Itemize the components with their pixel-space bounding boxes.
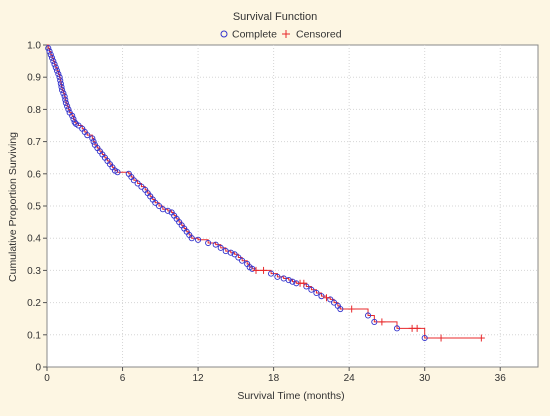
complete-point [75,122,82,129]
x-tick-label: 36 [495,373,507,384]
complete-point [327,296,334,303]
y-tick-label: 0.4 [27,234,41,245]
complete-point [47,51,54,58]
complete-point [71,119,78,126]
censored-point [348,305,356,313]
complete-point [134,180,141,187]
complete-point [48,54,56,61]
x-tick-label: 24 [344,373,356,384]
complete-point [58,83,65,90]
complete-point [60,90,67,97]
censored-point [260,266,268,274]
y-tick-label: 0.2 [27,298,41,309]
complete-point [55,70,62,78]
complete-point [274,273,281,280]
complete-point [371,318,378,325]
y-tick-label: 0 [35,363,41,374]
complete-point [90,138,97,145]
complete-point [70,116,77,123]
y-tick-label: 0.6 [27,169,41,180]
marker-layer [45,45,485,342]
complete-point [138,183,145,190]
y-tick-label: 1.0 [27,41,41,52]
complete-point [205,239,212,247]
complete-point [114,169,121,176]
x-tick-label: 0 [44,373,50,384]
censored-point [252,266,260,274]
x-tick-label: 30 [419,373,431,384]
y-tick-label: 0.5 [27,202,41,213]
complete-point [61,93,68,100]
complete-point [52,64,59,71]
complete-point [318,293,325,300]
complete-point [46,48,53,55]
complete-point [56,74,63,81]
x-tick-label: 12 [193,373,205,384]
y-tick-label: 0.1 [27,330,41,341]
legend-censored-label: Censored [296,29,342,41]
legend-complete-label: Complete [232,29,277,41]
complete-point [57,80,64,87]
censored-point [437,334,445,342]
x-tick-label: 18 [268,373,280,384]
complete-point [62,96,69,103]
complete-point [130,177,137,184]
y-tick-label: 0.8 [27,105,41,116]
complete-point [50,58,57,65]
complete-point [364,312,372,319]
complete-point [285,277,292,284]
complete-point [227,249,234,256]
complete-point [268,270,275,277]
complete-point [308,286,315,293]
complete-point [188,235,195,242]
y-tick-label: 0.3 [27,266,41,277]
complete-point [235,254,242,261]
complete-point [313,289,320,296]
complete-point [51,61,58,68]
x-axis-label: Survival Time (months) [237,390,344,402]
complete-point [69,112,76,119]
complete-point [421,334,428,342]
complete-point [289,278,296,285]
complete-point [212,241,219,248]
x-tick-label: 6 [120,373,126,384]
complete-point [89,135,96,142]
complete-point [152,199,159,206]
complete-point [84,132,91,139]
censored-point [322,294,330,302]
complete-point [45,45,52,52]
complete-point [393,325,401,332]
y-axis-label: Cumulative Proportion Surviving [7,132,19,282]
complete-point [337,305,344,313]
complete-point [239,257,246,264]
complete-point [59,87,66,94]
y-tick-label: 0.7 [27,137,41,148]
chart-title: Survival Function [233,11,317,23]
censored-point [378,318,386,326]
complete-point [195,236,202,243]
complete-point [57,77,64,84]
complete-point [231,251,238,258]
complete-point [64,103,71,110]
complete-point [330,299,338,306]
legend-complete-marker [220,30,228,38]
complete-point [54,67,61,74]
y-tick-label: 0.9 [27,73,41,84]
complete-point [65,106,72,113]
axis-ticks: 0 6 12 18 24 30 36 0 0.1 0.2 0.3 0.4 0.5 0.6 0.7 0.8 0.9… [27,41,506,385]
censored-point [413,324,421,332]
legend-censored-marker [282,30,290,38]
legend: Complete Censored [220,29,342,41]
complete-point [249,265,256,272]
complete-point [217,244,224,251]
censored-point [300,279,308,287]
censored-point [477,334,485,342]
complete-point [164,207,171,214]
complete-point [62,99,69,107]
complete-point [155,202,163,210]
